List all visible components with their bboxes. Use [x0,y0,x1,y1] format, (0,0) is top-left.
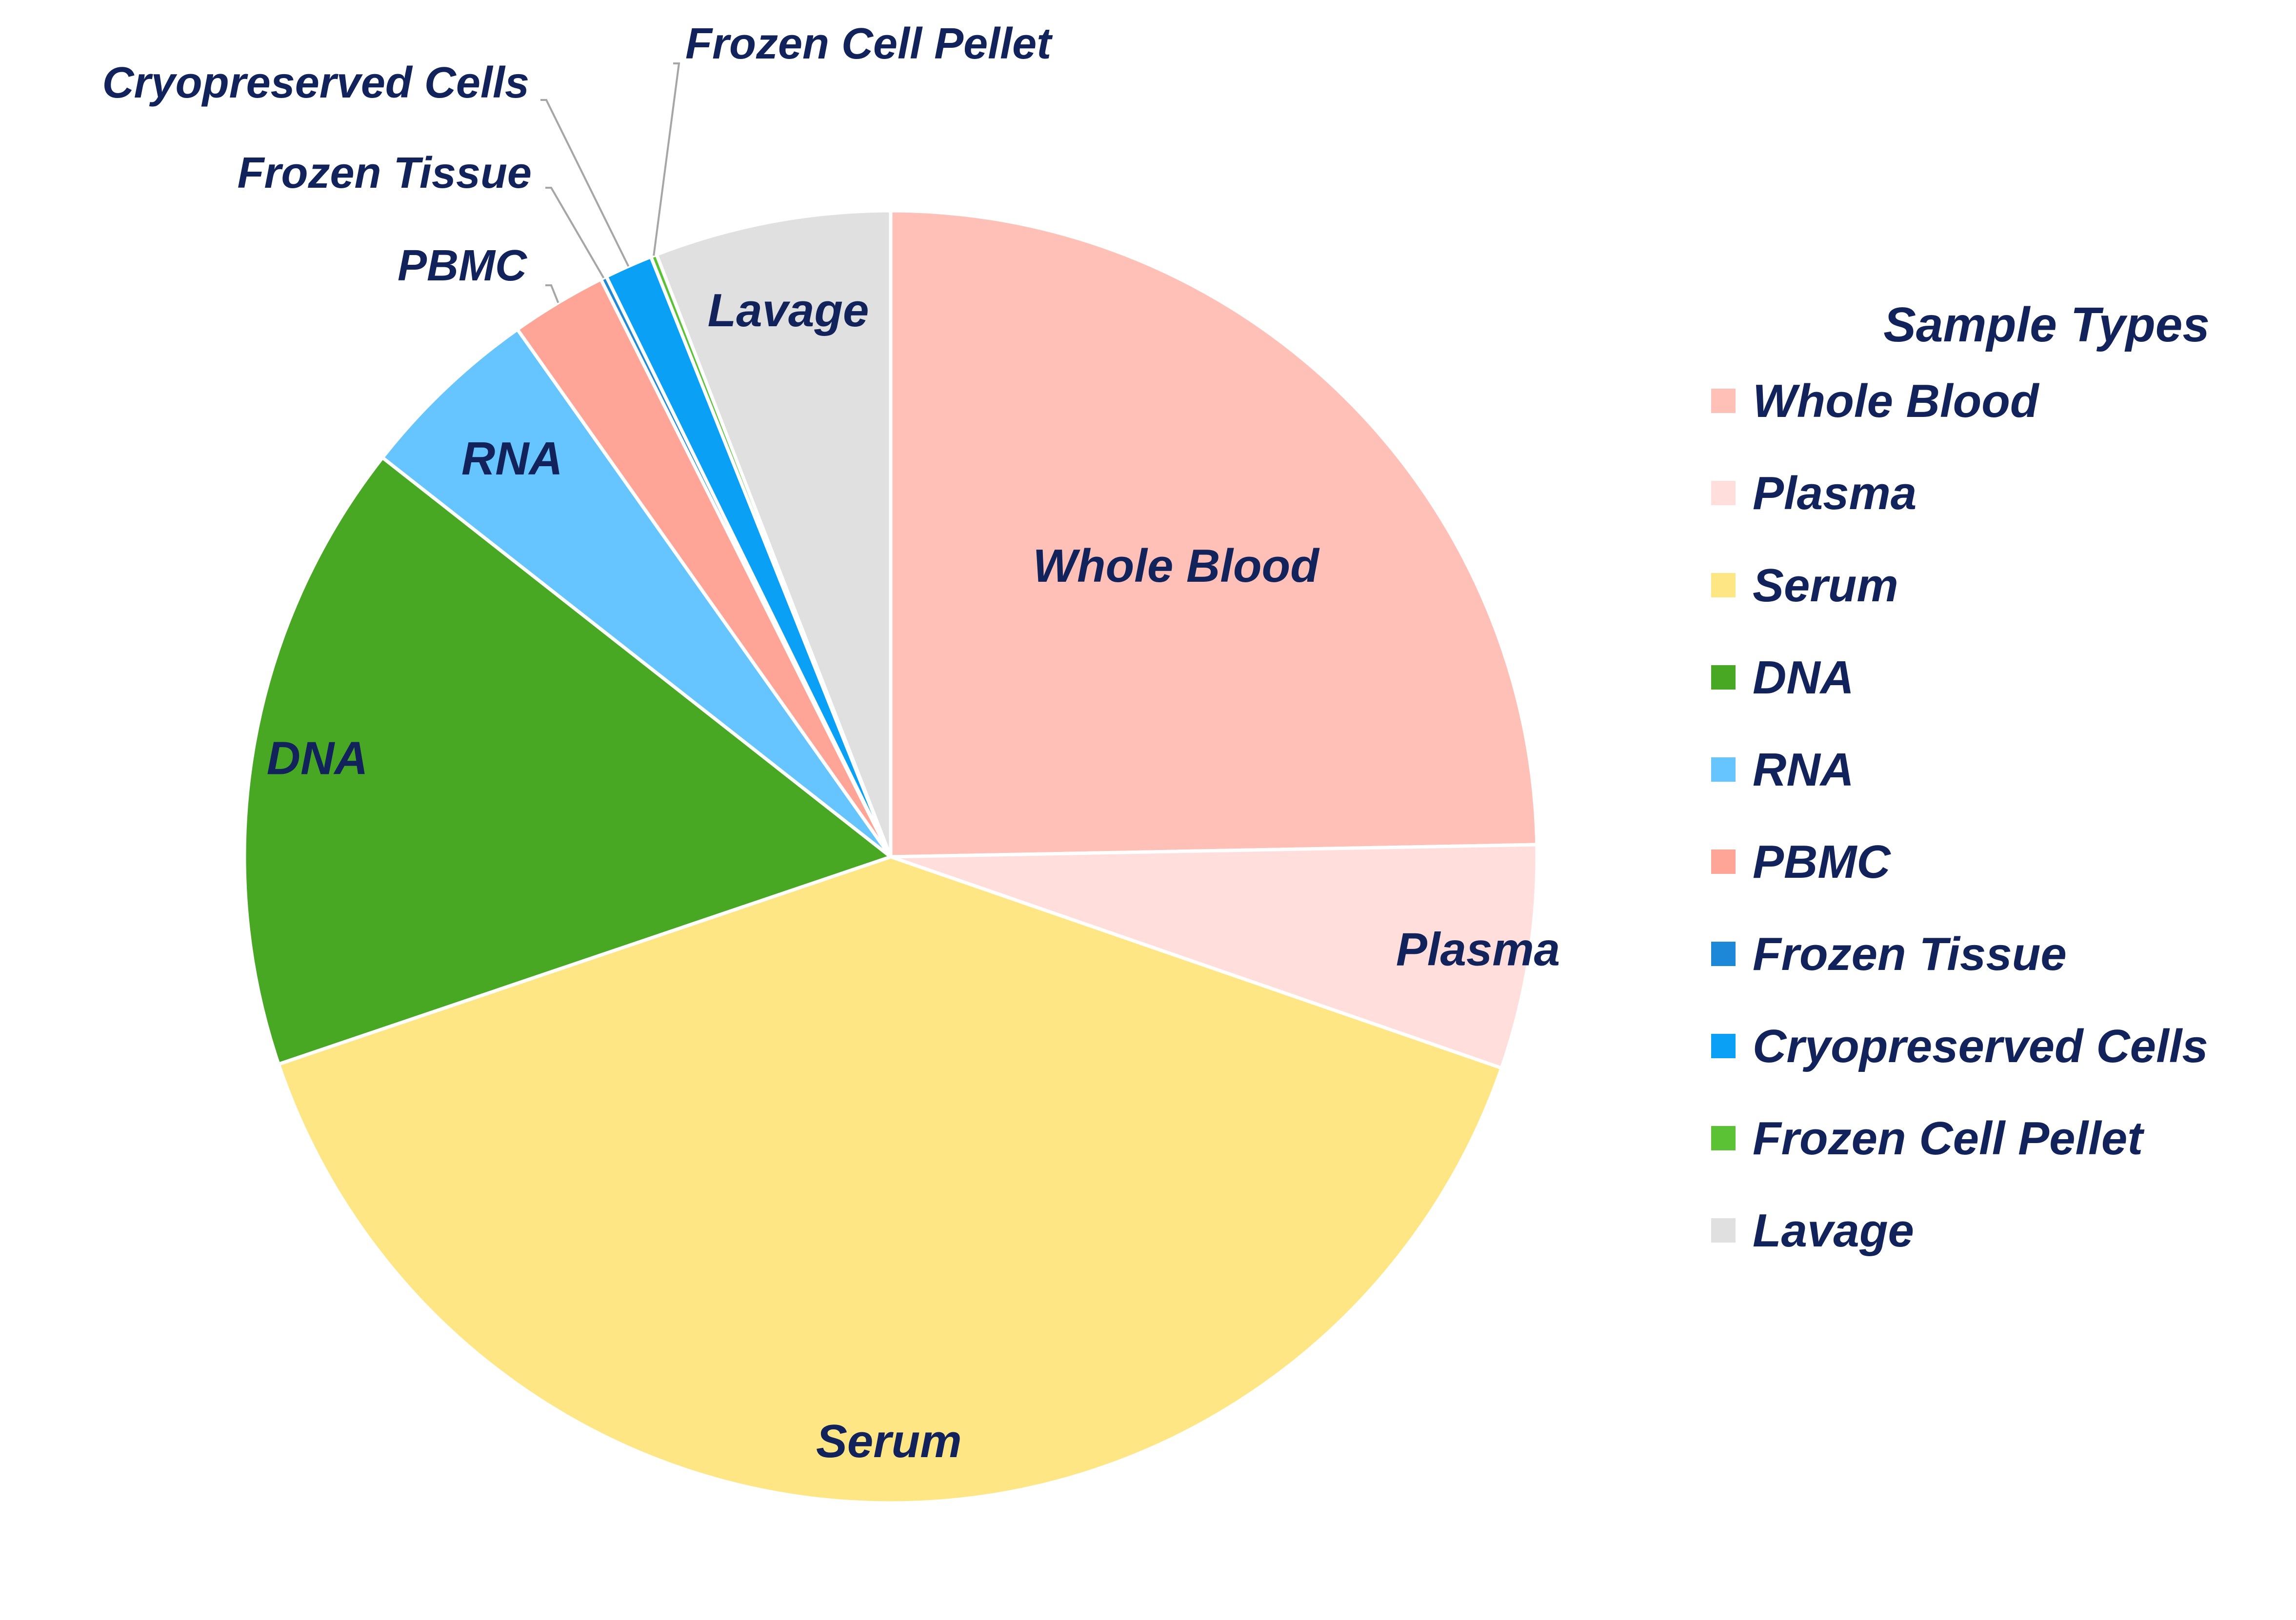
legend-label-dna: DNA [1753,652,1854,704]
legend-item-rna: RNA [1711,744,1854,796]
slice-lavage [655,209,893,859]
legend-swatch-lavage [1711,1218,1736,1243]
legend-label-frozen-tissue: Frozen Tissue [1753,928,2067,980]
legend-item-frozen-cell-pellet: Frozen Cell Pellet [1711,1112,2145,1165]
slice-label-frozen-tissue: Frozen Tissue [237,149,532,198]
slice-label-dna: DNA [267,732,368,785]
legend-swatch-frozen-cell-pellet [1711,1126,1736,1150]
legend-label-plasma: Plasma [1753,467,1917,519]
legend-label-pbmc: PBMC [1753,836,1891,888]
leader-line-cryopreserved-cells [540,99,630,267]
legend-label-cryopreserved-cells: Cryopreserved Cells [1753,1020,2208,1072]
legend-swatch-cryopreserved-cells [1711,1034,1736,1058]
legend-swatch-frozen-tissue [1711,942,1736,966]
slice-labels: Whole Blood Plasma Serum DNA RNA PBMC Frozen T… [102,20,1560,1467]
legend-label-rna: RNA [1753,744,1854,796]
legend-label-whole-blood: Whole Blood [1753,375,2040,427]
slice-serum [277,855,1503,1505]
legend-items: Whole Blood Plasma Serum DNA RNA PBMC Frozen T… [1711,375,2208,1257]
legend-label-serum: Serum [1753,559,1898,612]
legend-item-frozen-tissue: Frozen Tissue [1711,928,2067,980]
legend-item-lavage: Lavage [1711,1205,1914,1257]
legend-label-frozen-cell-pellet: Frozen Cell Pellet [1753,1112,2145,1165]
legend-item-whole-blood: Whole Blood [1711,375,2040,427]
legend-swatch-serum [1711,573,1736,597]
pie-slices [242,209,1539,1505]
leader-line-frozen-tissue [545,187,605,278]
leader-line-pbmc [545,284,559,303]
slice-label-lavage: Lavage [708,284,869,336]
slice-label-pbmc: PBMC [398,241,528,290]
legend-swatch-dna [1711,665,1736,690]
slice-label-cryopreserved-cells: Cryopreserved Cells [102,59,529,107]
slice-plasma [889,843,1539,1070]
slice-label-plasma: Plasma [1396,924,1560,976]
callout-leader-lines [540,62,680,303]
legend-swatch-plasma [1711,481,1736,505]
slice-dna [242,455,893,1066]
slice-label-whole-blood: Whole Blood [1033,540,1320,592]
legend: Sample Types Whole Blood Plasma Serum DNA RN… [1711,297,2210,1257]
legend-swatch-whole-blood [1711,389,1736,413]
slice-label-rna: RNA [461,433,563,485]
legend-item-dna: DNA [1711,652,1854,704]
legend-label-lavage: Lavage [1753,1205,1914,1257]
legend-item-pbmc: PBMC [1711,836,1891,888]
slice-label-frozen-cell-pellet: Frozen Cell Pellet [685,20,1053,68]
slice-label-serum: Serum [816,1415,962,1467]
slice-whole-blood [889,209,1539,859]
legend-item-plasma: Plasma [1711,467,1917,519]
slice-rna [380,327,893,859]
legend-swatch-pbmc [1711,850,1736,874]
legend-swatch-rna [1711,757,1736,782]
legend-item-serum: Serum [1711,559,1898,612]
leader-line-frozen-cell-pellet [653,62,680,256]
legend-title: Sample Types [1883,297,2210,352]
legend-item-cryopreserved-cells: Cryopreserved Cells [1711,1020,2208,1072]
